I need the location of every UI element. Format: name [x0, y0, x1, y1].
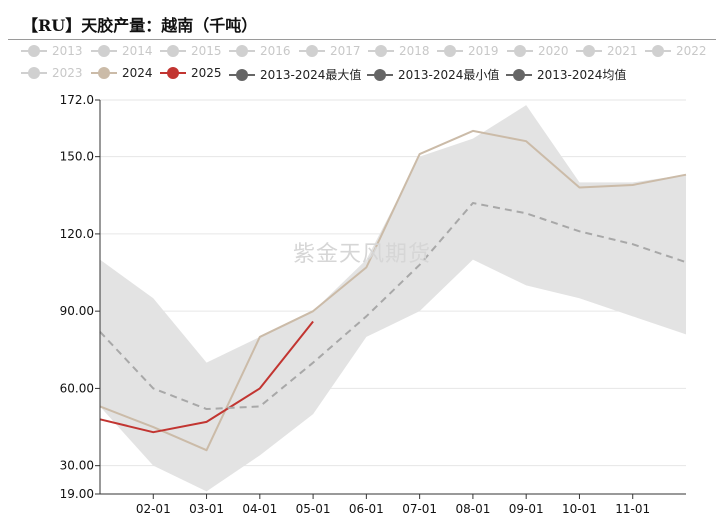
legend: 2013 2014 2015 2016 2017 2018 2019 2020 2021 2022… — [0, 0, 725, 90]
legend-symbol-icon — [21, 66, 47, 80]
legend-symbol-icon — [507, 44, 533, 58]
legend-item-2013-2024均值[interactable]: 2013-2024均值 — [506, 66, 626, 83]
legend-item-2017[interactable]: 2017 — [299, 44, 361, 58]
legend-label: 2014 — [122, 44, 153, 58]
legend-label: 2016 — [260, 44, 291, 58]
legend-item-2020[interactable]: 2020 — [507, 44, 569, 58]
legend-symbol-icon — [576, 44, 602, 58]
x-tick-label: 02-01 — [136, 502, 171, 516]
x-tick-label: 07-01 — [402, 502, 437, 516]
x-tick-label: 05-01 — [296, 502, 331, 516]
series-line-2013-2024均值 — [99, 202, 687, 411]
series-line-2024 — [99, 129, 687, 452]
legend-item-2014[interactable]: 2014 — [91, 44, 153, 58]
legend-symbol-icon — [160, 66, 186, 80]
legend-symbol-icon — [437, 44, 463, 58]
x-tick-label: 11-01 — [615, 502, 650, 516]
legend-symbol-icon — [91, 66, 117, 80]
legend-symbol-icon — [299, 44, 325, 58]
legend-label: 2022 — [676, 44, 707, 58]
legend-symbol-icon — [21, 44, 47, 58]
x-tick-label: 08-01 — [455, 502, 490, 516]
legend-item-2013-2024最小值[interactable]: 2013-2024最小值 — [367, 66, 499, 83]
legend-label: 2021 — [607, 44, 638, 58]
y-tick-label: 150.0 — [60, 150, 94, 164]
legend-item-2024[interactable]: 2024 — [91, 66, 153, 80]
legend-item-2023[interactable]: 2023 — [21, 66, 83, 80]
legend-label: 2013-2024均值 — [537, 68, 627, 82]
legend-label: 2019 — [468, 44, 499, 58]
legend-label: 2020 — [538, 44, 569, 58]
legend-label: 2017 — [330, 44, 361, 58]
series-lines — [99, 129, 687, 452]
y-tick-label: 60.00 — [60, 381, 94, 395]
legend-item-2013[interactable]: 2013 — [21, 44, 83, 58]
legend-item-2013-2024最大值[interactable]: 2013-2024最大值 — [229, 66, 361, 83]
legend-item-2021[interactable]: 2021 — [576, 44, 638, 58]
x-tick-label: 06-01 — [349, 502, 384, 516]
chart-title: 【RU】天胶产量：越南（千吨） — [22, 16, 258, 35]
legend-item-2022[interactable]: 2022 — [645, 44, 707, 58]
watermark: 紫金天风期货 — [293, 242, 432, 267]
legend-symbol-icon — [506, 68, 532, 82]
legend-symbol-icon — [229, 68, 255, 82]
legend-label: 2025 — [191, 66, 222, 80]
legend-label: 2023 — [52, 66, 83, 80]
x-tick-label: 09-01 — [509, 502, 544, 516]
legend-item-2019[interactable]: 2019 — [437, 44, 499, 58]
series-line-2025 — [99, 320, 314, 434]
legend-item-2016[interactable]: 2016 — [229, 44, 291, 58]
legend-label: 2013-2024最大值 — [260, 68, 362, 82]
x-tick-label: 10-01 — [562, 502, 597, 516]
legend-label: 2013-2024最小值 — [398, 68, 500, 82]
y-tick-label: 120.0 — [60, 227, 94, 241]
legend-symbol-icon — [368, 44, 394, 58]
legend-label: 2013 — [52, 44, 83, 58]
y-tick-label: 172.0 — [60, 93, 94, 107]
legend-symbol-icon — [367, 68, 393, 82]
x-tick-label: 04-01 — [242, 502, 277, 516]
y-tick-label: 90.00 — [60, 304, 94, 318]
legend-symbol-icon — [229, 44, 255, 58]
legend-label: 2024 — [122, 66, 153, 80]
axes: 19.00 30.00 60.00 90.00 120.0 150.0 172.0 02-01… — [60, 93, 686, 516]
y-tick-label: 30.00 — [60, 459, 94, 473]
legend-item-2015[interactable]: 2015 — [160, 44, 222, 58]
legend-item-2018[interactable]: 2018 — [368, 44, 430, 58]
y-tick-label: 19.00 — [60, 487, 94, 501]
legend-symbol-icon — [91, 44, 117, 58]
legend-label: 2015 — [191, 44, 222, 58]
band-area — [100, 105, 686, 492]
legend-symbol-icon — [645, 44, 671, 58]
legend-item-2025[interactable]: 2025 — [160, 66, 222, 80]
min-max-band — [100, 105, 686, 492]
legend-symbol-icon — [160, 44, 186, 58]
x-tick-label: 03-01 — [189, 502, 224, 516]
legend-label: 2018 — [399, 44, 430, 58]
title-divider — [8, 39, 716, 40]
